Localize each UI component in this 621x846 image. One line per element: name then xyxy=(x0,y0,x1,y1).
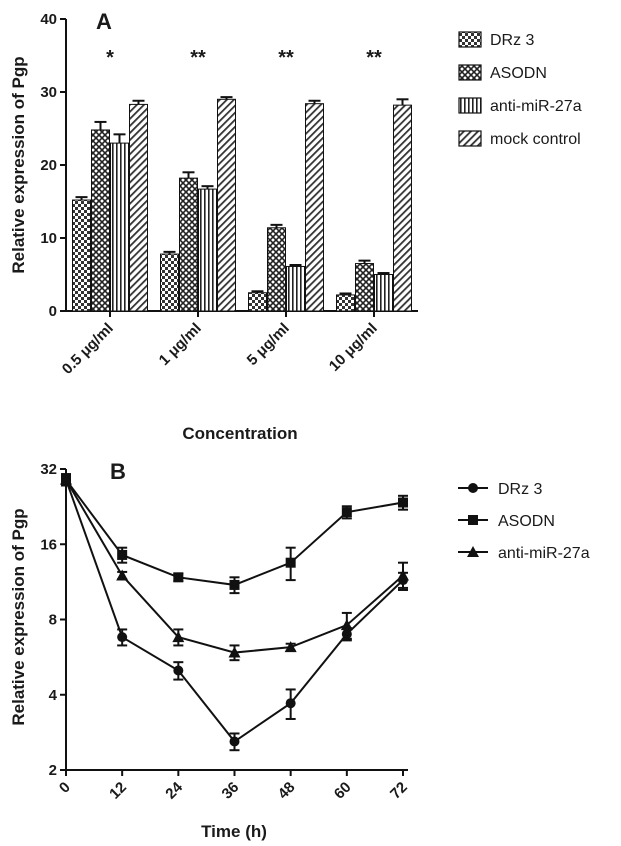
panel-a-significance-marker: ** xyxy=(366,47,382,69)
panel-a-significance-marker: ** xyxy=(190,47,206,69)
panel-a-legend-swatch xyxy=(458,97,482,114)
panel-a-legend-swatch xyxy=(458,31,482,48)
panel-a-bar xyxy=(393,104,412,312)
panel-a-bar xyxy=(129,103,148,312)
panel-a-bar xyxy=(179,177,198,312)
panel-a-legend-label: DRz 3 xyxy=(490,32,535,49)
panel-b-marker-triangle xyxy=(60,473,72,485)
panel-b-marker-triangle xyxy=(397,569,409,581)
panel-a-plot-area: 0 10 20 30 40 0.5 μg/ml * 1 μg/ml ** 5 μg/ml ** 10 … xyxy=(40,11,418,378)
panel-a-bar xyxy=(355,263,374,312)
panel-b-marker-square xyxy=(173,572,184,583)
panel-b-x-tick-label: 60 xyxy=(331,779,355,803)
panel-a-bar xyxy=(160,253,179,312)
panel-a-legend-swatch xyxy=(458,64,482,81)
panel-b-legend-marker xyxy=(468,515,478,525)
panel-b-legend-label: ASODN xyxy=(498,513,555,530)
panel-b-marker-square xyxy=(341,507,352,518)
panel-b-x-tick-label: 48 xyxy=(275,779,299,803)
panel-b-marker-triangle xyxy=(116,569,129,581)
panel-a-x-tick-label: 10 μg/ml xyxy=(326,320,381,375)
panel-a-bar-chart: A Relative expression of Pgp Concentrati… xyxy=(9,9,582,443)
panel-b-x-tick-label: 12 xyxy=(106,779,130,803)
panel-b-legend-label: DRz 3 xyxy=(498,481,543,498)
panel-a-bar xyxy=(110,142,129,312)
panel-b-marker-circle xyxy=(117,632,128,643)
panel-b-marker-circle xyxy=(229,736,240,747)
panel-b-legend-marker xyxy=(468,483,478,493)
panel-b-legend-label: anti-miR-27a xyxy=(498,545,590,562)
panel-a-letter: A xyxy=(96,9,112,34)
panel-b-x-tick-label: 72 xyxy=(387,779,411,803)
panel-a-legend: DRz 3 ASODN anti-miR-27a mock control xyxy=(458,31,582,148)
panel-a-x-tick-label: 1 μg/ml xyxy=(156,320,205,369)
panel-b-x-tick-label: 24 xyxy=(162,778,186,802)
panel-a-bar xyxy=(248,292,267,312)
panel-b-y-axis-title: Relative expression of Pgp xyxy=(9,508,28,725)
panel-a-legend-swatch xyxy=(458,130,482,147)
panel-a-legend-label: ASODN xyxy=(490,65,547,82)
panel-a-y-tick-label: 10 xyxy=(40,230,57,247)
panel-a-significance-marker: ** xyxy=(278,47,294,69)
panel-a-significance-marker: * xyxy=(106,47,114,69)
panel-b-letter: B xyxy=(110,459,126,484)
panel-b-marker-triangle xyxy=(284,641,297,653)
panel-a-legend-label: mock control xyxy=(490,131,581,148)
panel-a-bar xyxy=(374,274,393,312)
panel-b-series-line xyxy=(65,479,404,586)
panel-a-y-tick-label: 40 xyxy=(40,11,57,28)
panel-a-bar xyxy=(267,227,286,312)
panel-b-line-chart: B Relative expression of Pgp Time (h) 24… xyxy=(9,459,590,841)
panel-a-bar xyxy=(198,188,217,312)
panel-a-y-axis-title: Relative expression of Pgp xyxy=(9,56,28,273)
panel-b-marker-circle xyxy=(173,665,184,676)
panel-b-marker-square xyxy=(398,497,408,508)
panel-a-bar xyxy=(72,199,91,312)
panel-a-x-axis-title: Concentration xyxy=(182,424,297,443)
panel-b-marker-triangle xyxy=(340,619,353,631)
panel-b-marker-circle xyxy=(285,698,296,709)
panel-b-y-tick-label: 32 xyxy=(40,461,57,478)
panel-b-x-axis-title: Time (h) xyxy=(201,822,267,841)
panel-b-marker-square xyxy=(117,549,128,560)
panel-b-marker-triangle xyxy=(172,631,185,643)
panel-a-bar xyxy=(217,98,236,312)
panel-a-bar xyxy=(336,294,355,312)
panel-a-y-tick-label: 0 xyxy=(49,303,57,320)
panel-b-series-line xyxy=(65,479,404,743)
panel-b-marker-triangle xyxy=(228,646,241,658)
panel-b-y-tick-label: 8 xyxy=(49,612,57,629)
panel-a-y-tick-label: 30 xyxy=(40,84,57,101)
panel-a-x-tick-label: 0.5 μg/ml xyxy=(59,320,117,378)
panel-b-x-tick-label: 36 xyxy=(219,779,243,803)
panel-b-legend-marker xyxy=(467,546,479,557)
panel-b-y-tick-label: 4 xyxy=(49,687,58,704)
panel-a-legend-label: anti-miR-27a xyxy=(490,98,582,115)
panel-b-series-line xyxy=(65,479,404,654)
panel-b-y-tick-label: 16 xyxy=(40,536,57,553)
panel-a-bar xyxy=(305,103,324,312)
panel-a-y-tick-label: 20 xyxy=(40,157,57,174)
panel-b-marker-square xyxy=(229,579,240,590)
panel-a-bar xyxy=(91,129,110,312)
panel-a-x-tick-label: 5 μg/ml xyxy=(244,320,293,369)
panel-b-y-tick-label: 2 xyxy=(49,762,57,779)
panel-b-marker-square xyxy=(285,557,296,568)
panel-b-x-tick-label: 0 xyxy=(56,779,74,797)
panel-b-legend: DRz 3 ASODN anti-miR-27a xyxy=(458,481,590,562)
panel-a-bar xyxy=(286,265,305,312)
